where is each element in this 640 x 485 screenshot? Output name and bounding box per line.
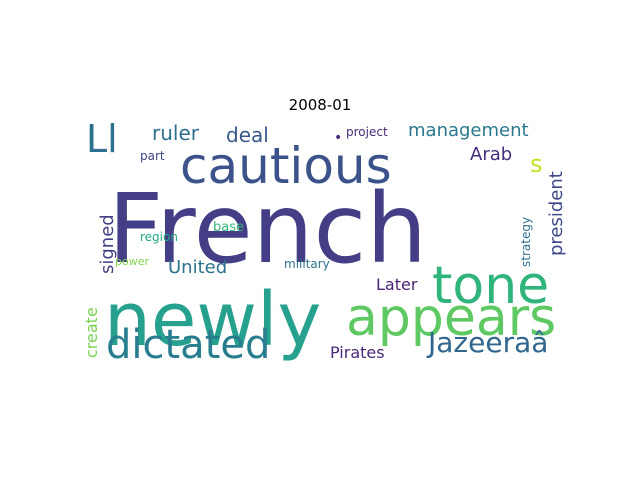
- cloud-word: United: [168, 257, 227, 278]
- cloud-word: power: [115, 255, 149, 268]
- cloud-word: create: [82, 307, 101, 358]
- cloud-word: tone: [432, 256, 549, 316]
- cloud-word: region: [140, 230, 178, 244]
- cloud-word: part: [140, 149, 165, 163]
- cloud-word: Jazeeraâ: [426, 326, 548, 359]
- cloud-word: ruler: [152, 121, 200, 145]
- cloud-word: military: [284, 257, 330, 271]
- cloud-word: Pirates: [330, 343, 385, 362]
- cloud-word: strategy: [519, 217, 533, 267]
- cloud-word: appears: [346, 288, 556, 348]
- cloud-word: Later: [376, 275, 418, 294]
- cloud-word: president: [546, 171, 567, 256]
- cloud-word: dictated: [106, 322, 270, 368]
- cloud-word: project: [346, 125, 388, 139]
- cloud-word: signed: [97, 214, 118, 274]
- cloud-word: management: [408, 120, 529, 141]
- cloud-word: s: [530, 150, 543, 178]
- cloud-word: deal: [226, 123, 269, 147]
- cloud-word: French: [108, 173, 427, 285]
- cloud-word: cautious: [180, 137, 392, 195]
- cloud-word: •: [334, 130, 342, 146]
- chart-title: 2008-01: [289, 96, 352, 114]
- cloud-word: base: [213, 220, 244, 235]
- cloud-word: Arab: [470, 144, 512, 165]
- cloud-word: Ll: [86, 117, 118, 161]
- cloud-word: newly: [104, 277, 321, 363]
